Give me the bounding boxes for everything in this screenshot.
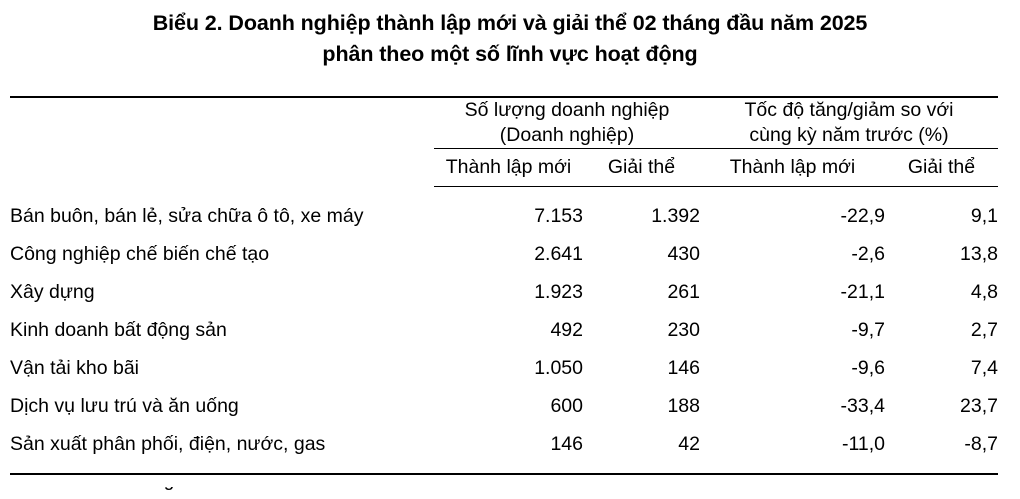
cell-dissolved-rate: 9,1 [970,204,998,227]
cell-new-rate: -21,1 [840,280,885,303]
chart-title: Biểu 2. Doanh nghiệp thành lập mới và gi… [0,8,1020,70]
group-header-growth: Tốc độ tăng/giảm so với cùng kỳ năm trướ… [700,98,998,148]
cell-dissolved-count: 42 [678,432,700,455]
sub-header-new-rate: Thành lập mới [729,155,856,178]
cell-dissolved-count: 261 [667,280,700,303]
cell-new-count: 492 [550,318,583,341]
cell-new-count: 1.923 [534,280,583,303]
table-row: Dịch vụ lưu trú và ăn uống 600 188 -33,4… [10,387,998,425]
group-header-growth-line1: Tốc độ tăng/giảm so với [744,99,954,121]
cell-dissolved-rate: 7,4 [970,356,998,379]
row-label-column-header [10,98,434,148]
table-header-group: Số lượng doanh nghiệp (Doanh nghiệp) Tốc… [10,98,998,148]
cell-dissolved-rate: 4,8 [970,280,998,303]
body-bottom-spacer-row [10,463,998,473]
body-bottom-spacer [10,463,998,473]
table-row: Sản xuất phân phối, điện, nước, gas 146 … [10,425,998,463]
table-row: Kinh doanh bất động sản 492 230 -9,7 2,7 [10,311,998,349]
row-label: Vận tải kho bãi [10,356,140,379]
table-top-rule [10,96,998,98]
cell-new-rate: -11,0 [842,432,885,455]
cell-dissolved-rate: 2,7 [970,318,998,341]
row-label: Dịch vụ lưu trú và ăn uống [10,394,239,417]
cell-new-count: 146 [550,432,583,455]
group-header-growth-line2: cùng kỳ năm trước (%) [749,124,949,146]
cell-dissolved-rate: 13,8 [960,242,998,265]
title-line-1: Biểu 2. Doanh nghiệp thành lập mới và gi… [152,11,868,35]
sub-header-dissolved-count: Giải thể [607,155,676,178]
row-label: Xây dựng [10,280,95,303]
cell-dissolved-rate: -8,7 [964,432,998,455]
statistics-table: Số lượng doanh nghiệp (Doanh nghiệp) Tốc… [10,96,998,475]
cell-dissolved-count: 230 [667,318,700,341]
title-line-2: phân theo một số lĩnh vực hoạt động [322,42,698,66]
cell-new-count: 1.050 [534,356,583,379]
row-label: Kinh doanh bất động sản [10,318,227,341]
cell-dissolved-count: 430 [667,242,700,265]
footer-clipped-region: Nguồn: [10,487,998,499]
table-row: Vận tải kho bãi 1.050 146 -9,6 7,4 [10,349,998,387]
group-header-quantity-line2: (Doanh nghiệp) [499,124,635,146]
sub-header-row: Thành lập mới Giải thể Thành lập mới Giả… [10,148,998,186]
row-label: Sản xuất phân phối, điện, nước, gas [10,432,326,455]
footer-note: Nguồn: [150,487,211,492]
sub-header-dissolved-rate: Giải thể [907,155,976,178]
group-header-bottom-rule [434,148,998,149]
table-row: Xây dựng 1.923 261 -21,1 4,8 [10,273,998,311]
cell-new-rate: -33,4 [840,394,885,417]
sub-header-new-count: Thành lập mới [445,155,572,178]
cell-new-rate: -2,6 [851,242,885,265]
body-top-spacer [10,186,998,197]
cell-new-count: 7.153 [534,204,583,227]
group-header-quantity-line1: Số lượng doanh nghiệp [464,99,670,121]
table-subheader-group: Thành lập mới Giải thể Thành lập mới Giả… [10,148,998,186]
table-row: Công nghiệp chế biến chế tạo 2.641 430 -… [10,235,998,273]
group-header-quantity: Số lượng doanh nghiệp (Doanh nghiệp) [434,98,700,148]
cell-new-count: 2.641 [534,242,583,265]
cell-new-rate: -9,7 [851,318,885,341]
table-row: Bán buôn, bán lẻ, sửa chữa ô tô, xe máy … [10,197,998,235]
cell-new-count: 600 [550,394,583,417]
cell-dissolved-count: 146 [667,356,700,379]
cell-dissolved-count: 188 [667,394,700,417]
cell-new-rate: -9,6 [851,356,885,379]
table-body: Bán buôn, bán lẻ, sửa chữa ô tô, xe máy … [10,186,998,473]
cell-dissolved-rate: 23,7 [960,394,998,417]
row-label: Bán buôn, bán lẻ, sửa chữa ô tô, xe máy [10,204,364,227]
table-bottom-rule [10,473,998,475]
cell-dissolved-count: 1.392 [651,204,700,227]
cell-new-rate: -22,9 [840,204,885,227]
sub-header-bottom-rule [434,186,998,187]
group-header-row: Số lượng doanh nghiệp (Doanh nghiệp) Tốc… [10,98,998,148]
body-spacer-row [10,186,998,197]
row-label: Công nghiệp chế biến chế tạo [10,242,270,265]
sub-header-spacer [10,148,434,186]
